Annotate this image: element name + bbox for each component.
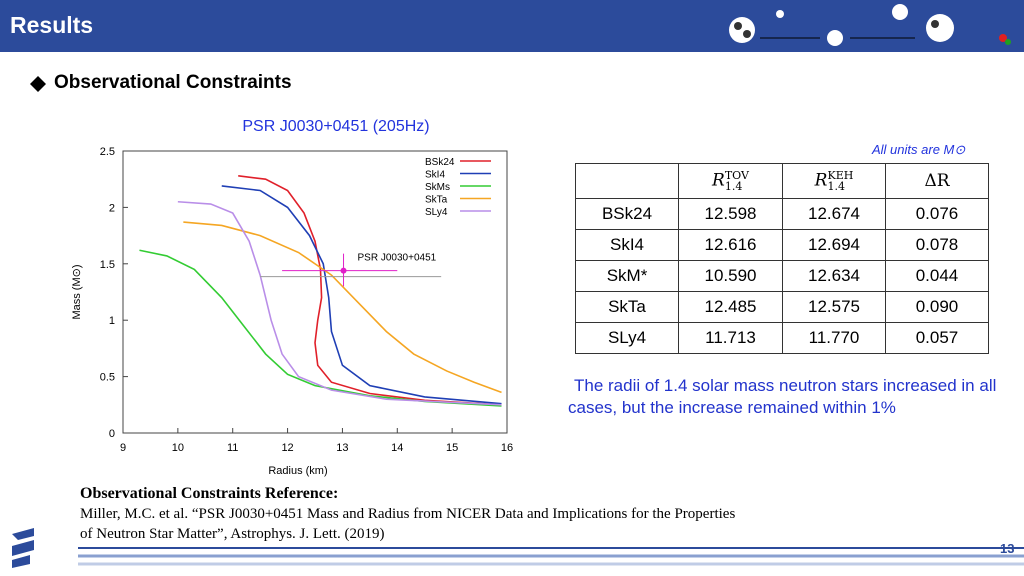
x-tick-label: 13 <box>336 442 348 454</box>
symbol: R <box>712 170 725 191</box>
x-tick-label: 11 <box>227 442 238 454</box>
legend-label: SLy4 <box>425 207 448 218</box>
table: R TOV 1.4 R KEH 1.4 ΔR BSk24 12.598 12.674 0.076 Sk… <box>575 163 989 354</box>
curve <box>221 185 502 405</box>
table-row: BSk24 12.598 12.674 0.076 <box>575 198 989 230</box>
x-tick-label: 9 <box>120 442 126 454</box>
table-cell: SkM* <box>575 260 679 292</box>
reference: Observational Constraints Reference: Mil… <box>80 484 735 544</box>
table-cell: 0.078 <box>885 229 989 261</box>
superscript: TOV <box>724 169 749 182</box>
table-row: SkM* 10.590 12.634 0.044 <box>575 260 989 292</box>
legend-label: SkMs <box>425 182 450 193</box>
table-cell: SkI4 <box>575 229 679 261</box>
y-tick-label: 2 <box>109 202 115 214</box>
table-cell: BSk24 <box>575 198 679 230</box>
header-cell: R KEH 1.4 <box>782 163 886 199</box>
table-cell: 0.090 <box>885 291 989 323</box>
diamond-bullet <box>30 76 46 92</box>
x-tick-label: 10 <box>172 442 184 454</box>
header-cell: R TOV 1.4 <box>678 163 783 199</box>
subscript: 1.4 <box>827 180 845 193</box>
results-table: R TOV 1.4 R KEH 1.4 ΔR BSk24 12.598 12.674 0.076 Sk… <box>575 163 989 354</box>
table-cell: 12.575 <box>782 291 886 323</box>
conclusion: The radii of 1.4 solar mass neutron star… <box>568 376 997 417</box>
header-row: R TOV 1.4 R KEH 1.4 ΔR <box>575 163 989 199</box>
table-cell: 12.694 <box>782 229 886 261</box>
footer-decor <box>12 528 1024 568</box>
table-cell: SkTa <box>575 291 679 323</box>
y-tick-label: 1.5 <box>100 259 115 271</box>
x-tick-label: 16 <box>501 442 513 454</box>
sup-sub: KEH 1.4 <box>827 170 853 192</box>
chart: PSR J0030+0451 (205Hz) Radius (km) Mass … <box>71 118 513 477</box>
table-cell: 11.770 <box>782 322 886 354</box>
sup-sub: TOV 1.4 <box>725 170 749 192</box>
symbol: ΔR <box>924 171 950 191</box>
header-cell: ΔR <box>885 163 989 199</box>
table-cell: 0.057 <box>885 322 989 354</box>
x-tick-label: 15 <box>446 442 458 454</box>
x-axis-label: Radius (km) <box>268 465 327 477</box>
header-bar: Results <box>0 0 1024 52</box>
curve <box>177 200 502 406</box>
reference-line: Miller, M.C. et al. “PSR J0030+0451 Mass… <box>80 506 736 522</box>
legend-label: SkTa <box>425 195 448 206</box>
data-point <box>340 267 347 274</box>
y-tick-label: 2.5 <box>100 146 115 158</box>
table-row: SkI4 12.616 12.694 0.078 <box>575 229 989 261</box>
header-cell <box>575 163 679 199</box>
table-cell: 12.598 <box>678 198 783 230</box>
chart-title: PSR J0030+0451 (205Hz) <box>242 118 429 135</box>
table-cell: 12.485 <box>678 291 783 323</box>
superscript: KEH <box>827 169 854 182</box>
section-title: Observational Constraints <box>54 72 292 93</box>
x-tick-label: 14 <box>391 442 403 454</box>
plot-frame <box>122 150 508 434</box>
table-cell: 0.076 <box>885 198 989 230</box>
reference-line: of Neutron Star Matter”, Astrophys. J. L… <box>80 526 385 542</box>
legend-label: BSk24 <box>425 157 455 168</box>
table-cell: 12.634 <box>782 260 886 292</box>
y-axis-label: Mass (M⊙) <box>71 264 83 319</box>
y-tick-label: 0.5 <box>100 372 115 384</box>
table-cell: SLy4 <box>575 322 679 354</box>
page-number: 13 <box>1000 541 1015 556</box>
table-cell: 10.590 <box>678 260 783 292</box>
table-cell: 12.674 <box>782 198 886 230</box>
header-title: Results <box>10 12 94 38</box>
subscript: 1.4 <box>724 180 743 193</box>
y-tick-label: 1 <box>109 315 115 327</box>
table-cell: 12.616 <box>678 229 783 261</box>
y-tick-label: 0 <box>109 428 115 440</box>
table-row: SLy4 11.713 11.770 0.057 <box>575 322 989 354</box>
symbol: R <box>814 170 828 191</box>
header-icons <box>729 4 1011 46</box>
x-tick-label: 12 <box>281 442 293 454</box>
table-row: SkTa 12.485 12.575 0.090 <box>575 291 989 323</box>
reference-title: Observational Constraints Reference: <box>80 485 339 502</box>
curve <box>139 249 502 407</box>
table-cell: 0.044 <box>885 260 989 292</box>
units-note: All units are M⊙ <box>872 142 966 157</box>
point-label: PSR J0030+0451 <box>358 253 437 264</box>
legend-label: SkI4 <box>425 170 445 181</box>
curve <box>238 175 502 406</box>
curve <box>183 221 502 394</box>
table-cell: 11.713 <box>678 322 783 354</box>
